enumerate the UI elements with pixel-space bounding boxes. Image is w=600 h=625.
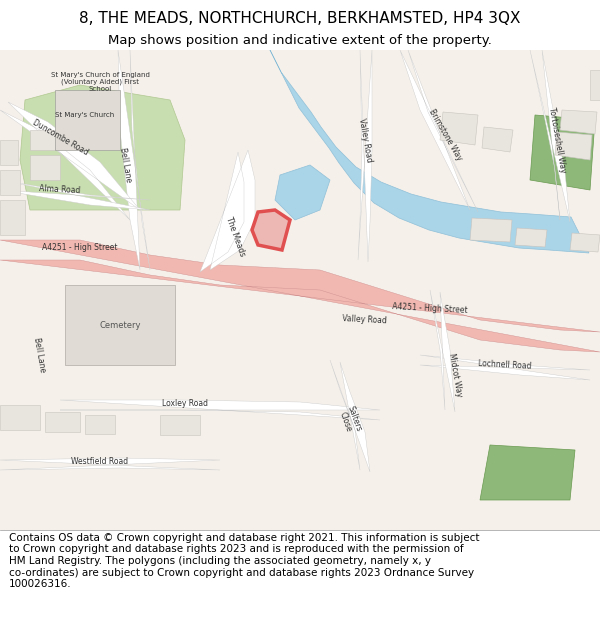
Text: A4251 - High Street: A4251 - High Street (42, 244, 118, 252)
Polygon shape (275, 165, 330, 220)
Polygon shape (530, 50, 570, 222)
Polygon shape (0, 102, 140, 220)
Polygon shape (480, 445, 575, 500)
Text: A4251 - High Street: A4251 - High Street (392, 301, 468, 314)
Polygon shape (330, 360, 370, 472)
Text: Westfield Road: Westfield Road (71, 458, 128, 466)
Polygon shape (118, 50, 150, 270)
Polygon shape (60, 400, 380, 420)
Text: Duncombe Road: Duncombe Road (31, 118, 89, 158)
Polygon shape (530, 115, 595, 190)
Polygon shape (590, 70, 600, 100)
Text: Brimstone Way: Brimstone Way (427, 107, 463, 162)
Polygon shape (470, 218, 512, 242)
Polygon shape (482, 127, 513, 152)
Polygon shape (85, 415, 115, 434)
Polygon shape (358, 50, 372, 262)
Polygon shape (400, 50, 478, 212)
Polygon shape (252, 210, 290, 250)
Polygon shape (515, 228, 547, 247)
Polygon shape (160, 415, 200, 435)
Text: Map shows position and indicative extent of the property.: Map shows position and indicative extent… (108, 34, 492, 47)
Text: Tortoiseshell Way: Tortoiseshell Way (547, 106, 567, 174)
Polygon shape (0, 240, 600, 352)
Polygon shape (560, 110, 597, 134)
Polygon shape (570, 233, 600, 252)
Text: Loxley Road: Loxley Road (162, 399, 208, 409)
Polygon shape (555, 132, 592, 160)
Polygon shape (261, 32, 589, 253)
Polygon shape (30, 130, 55, 150)
Text: 8, THE MEADS, NORTHCHURCH, BERKHAMSTED, HP4 3QX: 8, THE MEADS, NORTHCHURCH, BERKHAMSTED, … (79, 11, 521, 26)
Text: Valley Road: Valley Road (356, 118, 373, 162)
Text: Valley Road: Valley Road (343, 314, 388, 326)
Polygon shape (45, 412, 80, 432)
Polygon shape (20, 85, 185, 210)
Text: Midcot Way: Midcot Way (447, 352, 463, 398)
Text: St Mary's Church: St Mary's Church (55, 112, 115, 118)
Text: St Mary's Church of England
(Voluntary Aided) First
School: St Mary's Church of England (Voluntary A… (50, 72, 149, 92)
Polygon shape (30, 155, 60, 180)
Polygon shape (420, 355, 590, 380)
Polygon shape (65, 285, 175, 365)
Text: Salters
Close: Salters Close (337, 404, 364, 436)
Polygon shape (0, 200, 25, 235)
Text: Cemetery: Cemetery (99, 321, 141, 329)
Polygon shape (0, 180, 150, 210)
Polygon shape (430, 290, 455, 412)
Polygon shape (55, 90, 120, 150)
Polygon shape (200, 150, 255, 272)
Text: Bell Lane: Bell Lane (119, 147, 133, 183)
Polygon shape (0, 458, 220, 470)
Polygon shape (0, 140, 18, 165)
Text: The Meads: The Meads (224, 216, 247, 258)
Text: Lochnell Road: Lochnell Road (478, 359, 532, 371)
Polygon shape (440, 112, 478, 145)
Polygon shape (0, 405, 40, 430)
Text: Bell Lane: Bell Lane (32, 337, 47, 373)
Text: Alma Road: Alma Road (39, 184, 81, 196)
Polygon shape (0, 170, 20, 195)
Text: Contains OS data © Crown copyright and database right 2021. This information is : Contains OS data © Crown copyright and d… (9, 533, 479, 589)
